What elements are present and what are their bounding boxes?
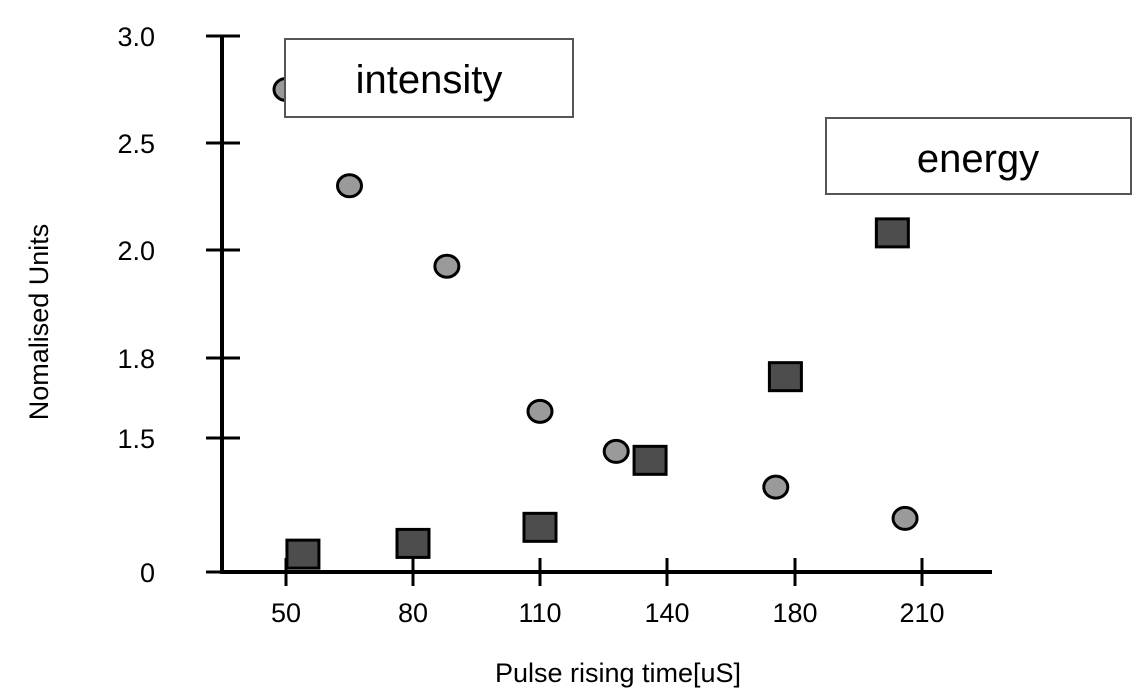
y-tick-label: 0 <box>140 558 155 588</box>
intensity-point <box>336 173 363 199</box>
energy-point <box>767 361 803 393</box>
x-tick-label: 50 <box>271 598 301 628</box>
y-tick-label: 1.5 <box>117 424 155 454</box>
energy-legend-label: energy <box>917 137 1039 181</box>
intensity-legend-box <box>284 38 574 118</box>
energy-point <box>522 511 558 543</box>
energy-point <box>395 527 431 559</box>
axes <box>220 36 992 574</box>
energy-point <box>874 217 910 249</box>
intensity-point <box>433 253 461 279</box>
intensity-point <box>762 474 790 500</box>
x-tick-label: 80 <box>398 598 428 628</box>
energy-point <box>285 538 321 570</box>
y-tick-label: 2.0 <box>117 236 155 266</box>
x-tick-label: 180 <box>772 598 817 628</box>
energy-legend-box <box>825 117 1132 195</box>
intensity-point <box>891 505 919 531</box>
y-tick-label: 1.8 <box>117 344 155 374</box>
energy-point <box>632 444 668 476</box>
x-axis-title: Pulse rising time[uS] <box>495 658 741 688</box>
intensity-point <box>602 438 630 464</box>
intensity-point <box>526 398 554 424</box>
x-tick-label: 110 <box>518 598 561 628</box>
y-axis-title: Nomalised Units <box>24 224 54 421</box>
x-tick-label: 140 <box>644 598 689 628</box>
intensity-legend-label: intensity <box>356 58 503 102</box>
y-tick-label: 2.5 <box>117 129 155 159</box>
y-tick-label: 3.0 <box>117 22 155 52</box>
x-tick-label: 210 <box>899 598 944 628</box>
